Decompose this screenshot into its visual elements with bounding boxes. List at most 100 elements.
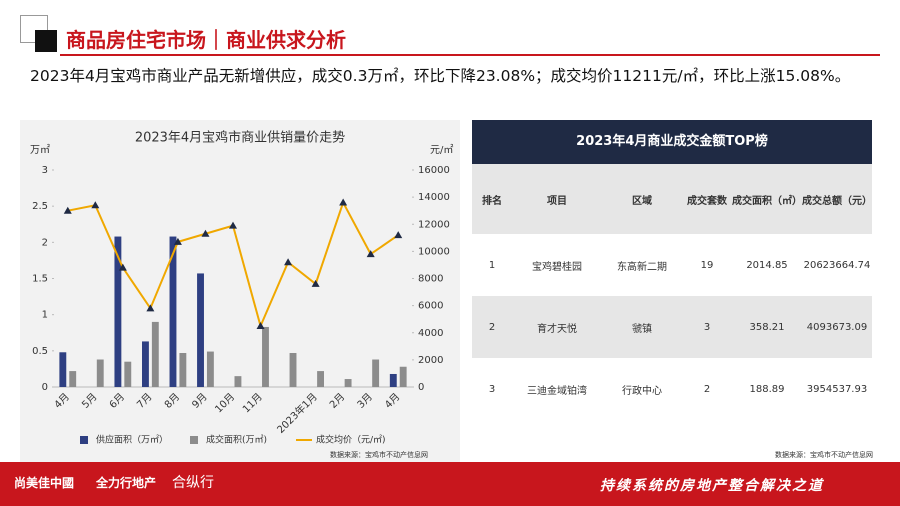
y-tick-label: 0 xyxy=(42,382,48,393)
chart: 2023年4月宝鸡市商业供销量价走势 万㎡ 元/㎡ 数据来源：宝鸡市不动产信息网… xyxy=(20,120,460,462)
legend-swatch xyxy=(190,436,198,444)
bar xyxy=(389,373,397,387)
bar xyxy=(344,379,352,387)
line-marker xyxy=(366,250,375,258)
slogan: 持续系统的房地产整合解决之道 xyxy=(600,478,824,494)
line-marker xyxy=(173,237,182,245)
bar xyxy=(69,371,77,387)
table-cell: 1 xyxy=(488,259,496,271)
bar xyxy=(142,341,149,387)
table-row: 1 宝鸡碧桂园 东高新二期 19 2014.85 20623664.74 xyxy=(472,234,872,296)
brand: 尚美佳中國 xyxy=(14,476,75,490)
table-cell: 4093673.09 xyxy=(806,321,868,333)
table-cell: 东高新二期 xyxy=(617,261,667,273)
column-header: 区域 xyxy=(632,195,652,207)
header-mark-fill xyxy=(35,30,57,52)
y-tick-label: 1.5 xyxy=(32,274,48,285)
y2-tick-label: 8000 xyxy=(418,274,443,285)
header-title: 商品房住宅市场｜商业供求分析 xyxy=(66,28,346,52)
y2-tick-label: 0 xyxy=(418,382,424,393)
table-cell: 3 xyxy=(703,321,711,333)
y2-tick-label: 4000 xyxy=(418,328,443,339)
legend-label: 成交面积(万㎡) xyxy=(206,434,267,446)
table-cell: 三迪金域铂湾 xyxy=(527,385,587,397)
table-cell: 188.89 xyxy=(749,383,785,395)
table-cell: 20623664.74 xyxy=(803,259,871,271)
table-panel: 2023年4月商业成交金额TOP榜 排名 项目 区域 成交套数 成交面积（㎡） 成交总额（… xyxy=(472,120,872,420)
bar xyxy=(179,353,187,387)
table-cell: 3954537.93 xyxy=(806,383,868,395)
chart-title: 2023年4月宝鸡市商业供销量价走势 xyxy=(135,130,345,146)
table: 排名 项目 区域 成交套数 成交面积（㎡） 成交总额（元） 1 宝鸡碧桂园 东高新二期 19 201… xyxy=(472,164,872,420)
brand: 合纵行 xyxy=(172,475,214,491)
summary: 2023年4月宝鸡市商业产品无新增供应，成交0.3万㎡，环比下降23.08%；成… xyxy=(30,67,851,85)
y2-tick-label: 12000 xyxy=(418,219,450,230)
line-marker xyxy=(284,258,293,266)
table-source: 数据来源：宝鸡市不动产信息网 xyxy=(775,451,873,459)
line-marker xyxy=(91,201,100,209)
bar xyxy=(289,353,297,387)
line-marker xyxy=(146,304,155,312)
bar xyxy=(96,359,104,387)
bar xyxy=(372,359,380,387)
brand: 全力行地产 xyxy=(96,476,157,490)
bar xyxy=(151,321,159,387)
column-header: 成交面积（㎡） xyxy=(732,195,802,207)
column-header: 成交总额（元） xyxy=(802,195,872,207)
legend-label: 供应面积（万㎡） xyxy=(96,434,168,446)
bar xyxy=(206,351,214,387)
table-cell: 19 xyxy=(700,259,714,271)
bar xyxy=(124,361,132,387)
footer: 尚美佳中國 全力行地产 合纵行 持续系统的房地产整合解决之道 xyxy=(0,462,900,506)
y2-tick-label: 6000 xyxy=(418,301,443,312)
table-row: 3 三迪金域铂湾 行政中心 2 188.89 3954537.93 xyxy=(472,358,872,420)
column-header: 成交套数 xyxy=(687,195,727,207)
line-marker xyxy=(339,198,348,206)
y-tick-label: 2.5 xyxy=(32,201,48,212)
table-cell: 育才天悦 xyxy=(537,323,577,335)
y2-tick-label: 14000 xyxy=(418,192,450,203)
column-header: 排名 xyxy=(482,195,502,207)
y2-tick-label: 16000 xyxy=(418,165,450,176)
table-cell: 行政中心 xyxy=(622,385,662,397)
table-cell: 3 xyxy=(488,383,496,395)
line-marker xyxy=(256,321,265,329)
bar xyxy=(399,366,407,387)
header-mark xyxy=(20,15,48,43)
line-marker xyxy=(229,221,237,229)
legend-label: 成交均价（元/㎡) xyxy=(316,434,386,446)
y2-tick-label: 2000 xyxy=(418,355,443,366)
y-tick-label: 3 xyxy=(42,165,48,176)
legend-swatch xyxy=(80,436,88,444)
y-tick-label: 1 xyxy=(42,310,48,321)
header-rule xyxy=(60,54,880,56)
line-marker xyxy=(118,263,127,271)
line-marker xyxy=(201,229,210,237)
bar xyxy=(262,326,269,387)
y-label: 万㎡ xyxy=(30,144,50,156)
table-cell: 2 xyxy=(488,321,496,333)
bar xyxy=(114,236,122,387)
table-cell: 宝鸡碧桂园 xyxy=(532,261,582,273)
table-title: 2023年4月商业成交金额TOP榜 xyxy=(472,120,872,164)
line-marker xyxy=(394,231,403,239)
column-header: 项目 xyxy=(547,195,567,207)
y-tick-label: 0.5 xyxy=(32,346,48,357)
table-cell: 虢镇 xyxy=(632,323,652,335)
line-marker xyxy=(63,206,72,214)
table-cell: 2014.85 xyxy=(746,259,788,271)
table-header: 排名 项目 区域 成交套数 成交面积（㎡） 成交总额（元） xyxy=(472,164,872,234)
source: 数据来源：宝鸡市不动产信息网 xyxy=(330,450,428,459)
table-cell: 2 xyxy=(703,383,711,395)
y2-tick-label: 10000 xyxy=(418,246,450,257)
bar xyxy=(317,371,324,387)
bar xyxy=(197,273,204,387)
table-cell: 358.21 xyxy=(749,321,785,333)
y2-label: 元/㎡ xyxy=(430,144,453,156)
bar xyxy=(169,236,177,387)
y-tick-label: 2 xyxy=(42,237,48,248)
bar xyxy=(234,376,242,387)
table-row: 2 育才天悦 虢镇 3 358.21 4093673.09 xyxy=(472,296,872,358)
bar xyxy=(59,352,67,387)
